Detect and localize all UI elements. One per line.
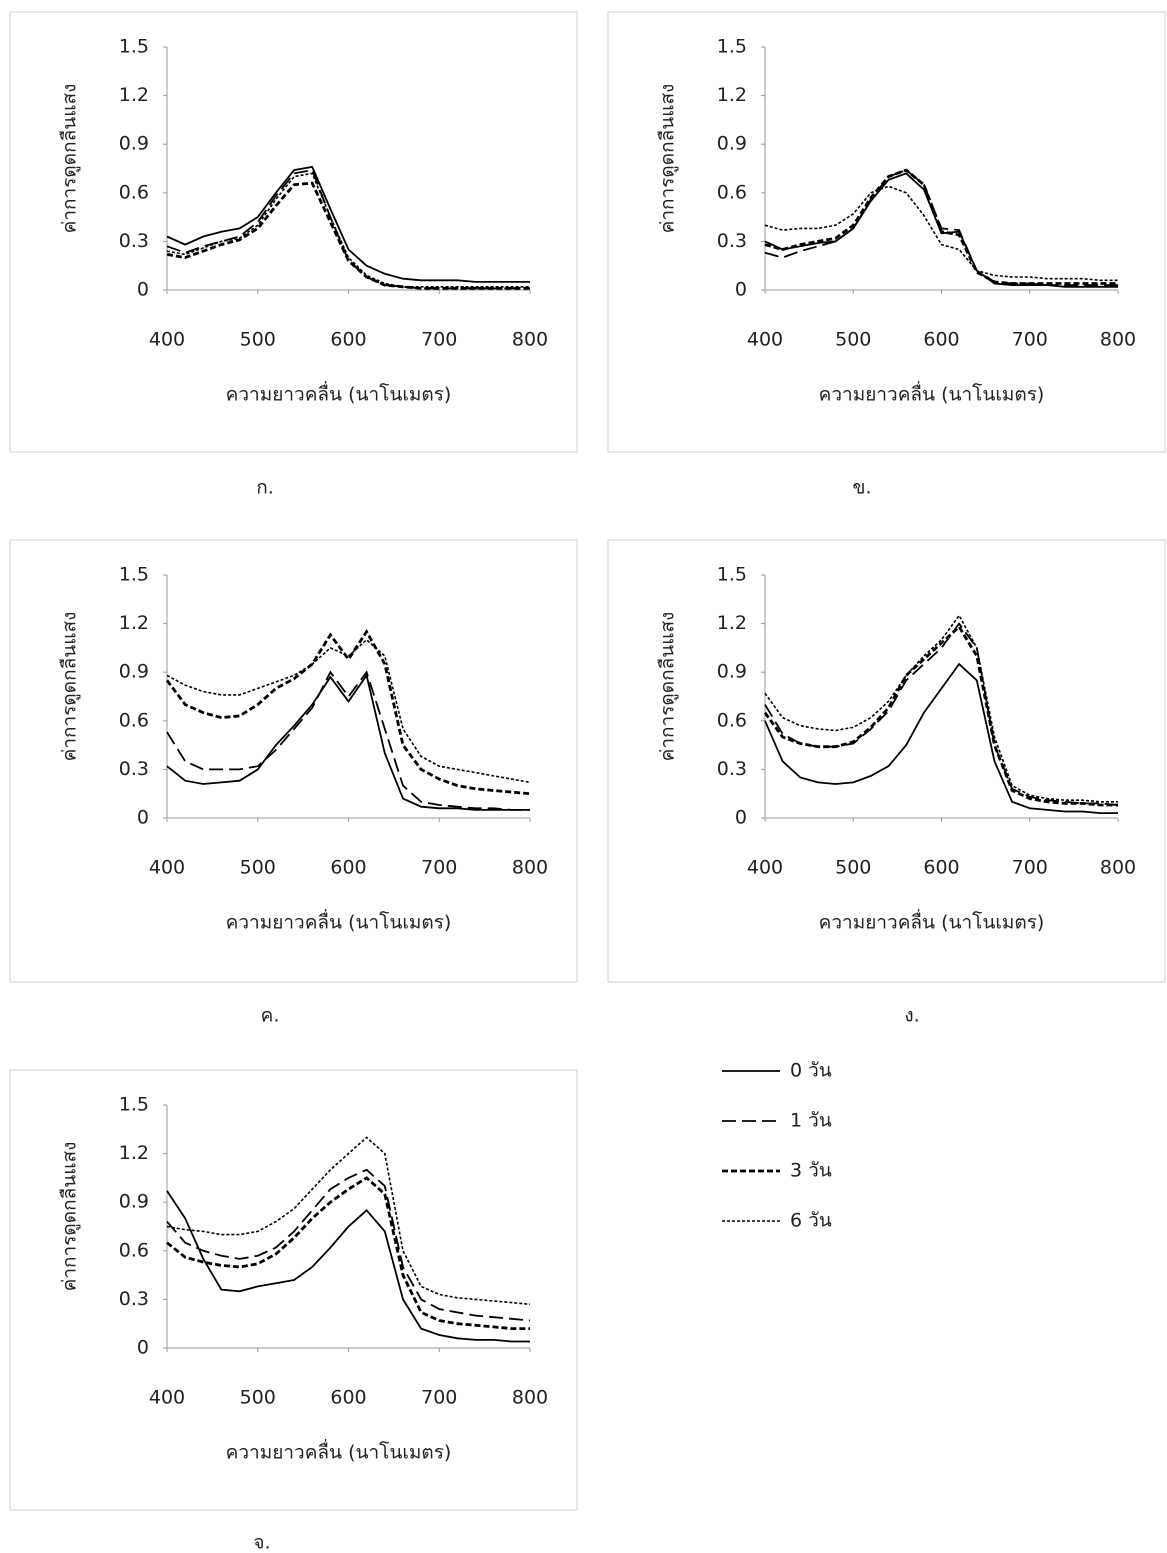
series-line [166,1136,531,1306]
chart-panel [9,11,578,453]
chart-panel [607,11,1166,453]
chart-caption: ก. [256,477,274,499]
x-tick-label: 700 [421,1387,457,1409]
x-tick-label: 800 [512,329,548,351]
chart-panel [9,1069,578,1511]
y-axis-title: ค่าการดูดกลืนแสง [657,612,679,762]
y-axis-title: ค่าการดูดกลืนแสง [657,84,679,234]
x-axis-title: ความยาวคลื่น (นาโนเมตร) [226,381,452,406]
y-tick-label: 0 [137,807,149,829]
series-line [166,1190,530,1343]
chart-caption: ง. [904,1005,919,1027]
y-tick-label: 0.3 [717,230,747,252]
series-line [165,629,531,796]
x-axis-title: ความยาวคลื่น (นาโนเมตร) [226,909,452,934]
y-tick-label: 0.6 [119,1239,149,1261]
y-tick-label: 1.5 [717,36,747,58]
y-tick-label: 1.2 [119,612,149,634]
series-line [764,662,1118,814]
y-tick-label: 0 [735,279,747,301]
legend-label: 0 วัน [790,1060,832,1082]
x-tick-label: 600 [330,857,366,879]
y-tick-label: 1.5 [119,36,149,58]
x-tick-label: 600 [923,857,959,879]
x-tick-label: 400 [149,857,185,879]
chart-caption: ค. [261,1005,280,1027]
y-tick-label: 1.2 [717,612,747,634]
x-tick-label: 500 [835,329,871,351]
x-tick-label: 400 [149,1387,185,1409]
chart-panel [607,539,1166,983]
y-tick-label: 0.6 [119,709,149,731]
chart-caption: ข. [852,477,871,499]
x-tick-label: 600 [330,1387,366,1409]
x-tick-label: 700 [1012,857,1048,879]
y-tick-label: 0.9 [717,661,747,683]
series-line [763,624,1118,807]
series-line [166,673,530,811]
chart-caption: จ. [253,1532,270,1553]
y-tick-label: 1.2 [119,84,149,106]
x-axis-title: ความยาวคลื่น (นาโนเมตร) [226,1439,452,1464]
x-tick-label: 500 [240,1387,276,1409]
x-tick-label: 800 [512,1387,548,1409]
series-line [166,1176,530,1330]
y-tick-label: 0 [137,1337,149,1359]
y-tick-label: 0.9 [717,133,747,155]
x-axis-title: ความยาวคลื่น (นาโนเมตร) [819,909,1045,934]
y-tick-label: 0.6 [119,181,149,203]
x-tick-label: 500 [240,857,276,879]
series-line [166,181,530,290]
y-tick-label: 0.9 [119,1191,149,1213]
series-line [764,185,1118,282]
y-tick-label: 0 [137,279,149,301]
series-line [166,670,530,811]
legend-label: 1 วัน [790,1110,832,1132]
y-tick-label: 0.3 [119,758,149,780]
y-tick-label: 1.5 [119,564,149,586]
y-tick-label: 0.9 [119,133,149,155]
y-tick-label: 1.2 [119,1142,149,1164]
x-tick-label: 600 [923,329,959,351]
x-tick-label: 800 [1100,329,1136,351]
y-tick-label: 0.6 [717,709,747,731]
legend-label: 6 วัน [790,1210,832,1232]
y-tick-label: 0.3 [119,230,149,252]
x-tick-label: 400 [747,329,783,351]
x-tick-label: 400 [149,329,185,351]
series-line [166,638,531,784]
x-axis-title: ความยาวคลื่น (นาโนเมตร) [819,381,1045,406]
y-axis-title: ค่าการดูดกลืนแสง [59,84,81,234]
y-axis-title: ค่าการดูดกลืนแสง [59,612,81,762]
y-tick-label: 1.2 [717,84,747,106]
x-tick-label: 700 [1012,329,1048,351]
x-tick-label: 400 [747,857,783,879]
x-tick-label: 500 [240,329,276,351]
y-tick-label: 0.9 [119,661,149,683]
x-tick-label: 500 [835,857,871,879]
series-line [764,168,1118,285]
legend-label: 3 วัน [790,1160,832,1182]
chart-panel [9,539,578,983]
series-line [166,1168,531,1322]
x-tick-label: 700 [421,857,457,879]
x-tick-label: 600 [330,329,366,351]
y-axis-title: ค่าการดูดกลืนแสง [59,1142,81,1292]
series-line [764,172,1118,288]
series-line [166,165,530,283]
y-tick-label: 0.3 [119,1288,149,1310]
y-tick-label: 0.6 [717,181,747,203]
y-tick-label: 0 [735,807,747,829]
x-tick-label: 700 [421,329,457,351]
y-tick-label: 1.5 [717,564,747,586]
y-tick-label: 0.3 [717,758,747,780]
y-tick-label: 1.5 [119,1094,149,1116]
x-tick-label: 800 [512,857,548,879]
x-tick-label: 800 [1100,857,1136,879]
